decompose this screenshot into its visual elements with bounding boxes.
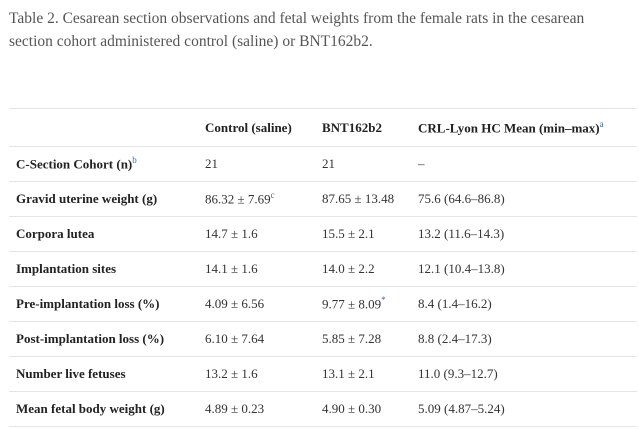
footnote-mark: * (381, 295, 386, 306)
cell: Pre-implantation loss (%) (9, 286, 198, 322)
cell: 21 (198, 146, 315, 182)
caption-label: Table 2. (9, 10, 59, 27)
cell-text: 13.2 ± 1.6 (205, 366, 258, 381)
cell-text: 21 (322, 156, 335, 171)
cell: 86.32 ± 7.69c (198, 181, 315, 217)
cell: Gravid uterine weight (g) (9, 181, 198, 217)
cell-text: 87.65 ± 13.48 (322, 191, 395, 206)
cell: Number live fetuses (9, 356, 198, 392)
cell-text: 6.10 ± 7.64 (205, 331, 265, 346)
cell: 6.10 ± 7.64 (198, 321, 315, 357)
table-row: Gravid uterine weight (g) 86.32 ± 7.69c 87… (9, 181, 637, 217)
cell: 5.85 ± 7.28 (315, 321, 411, 357)
table-row: Corpora lutea 14.7 ± 1.6 15.5 ± 2.1 13.2 (1… (9, 216, 637, 252)
cell: 14.7 ± 1.6 (198, 216, 315, 252)
footnote-mark: a (599, 118, 604, 129)
cell-text: 86.32 ± 7.69 (205, 191, 271, 207)
table-row: Post-implantation loss (%) 6.10 ± 7.64 5.8… (9, 321, 637, 357)
cell: 4.90 ± 0.30 (315, 391, 411, 427)
cell-text: 75.6 (64.6–86.8) (418, 191, 505, 206)
cell: 21 (315, 146, 411, 182)
table-row: Number live fetuses 13.2 ± 1.6 13.1 ± 2.1 1… (9, 356, 637, 392)
cell-text: 14.7 ± 1.6 (205, 226, 258, 241)
table-row: C-Section Cohort (n)b 21 21 – (9, 146, 637, 182)
cell: 13.1 ± 2.1 (315, 356, 411, 392)
cell: 13.2 ± 1.6 (198, 356, 315, 392)
cell-text: 8.4 (1.4–16.2) (418, 296, 492, 311)
cell: 4.89 ± 0.23 (198, 391, 315, 427)
cell: 75.6 (64.6–86.8) (411, 181, 637, 217)
cell-text: Number live fetuses (16, 366, 126, 381)
cell: C-Section Cohort (n)b (9, 146, 198, 182)
table-row: Implantation sites 14.1 ± 1.6 14.0 ± 2.2 12… (9, 251, 637, 287)
cell-text: 11.0 (9.3–12.7) (418, 366, 498, 381)
cell: 15.5 ± 2.1 (315, 216, 411, 252)
table-row: Mean fetal body weight (g) 4.89 ± 0.23 4.9… (9, 391, 637, 427)
cell-text: 21 (205, 156, 218, 171)
cell: BNT162b2 (315, 108, 411, 147)
cell-text: 14.1 ± 1.6 (205, 261, 258, 276)
cell: Mean fetal body weight (g) (9, 391, 198, 427)
cell-text: Post-implantation loss (%) (16, 331, 165, 346)
cell-text: 9.77 ± 8.09 (322, 296, 382, 312)
cell: 12.1 (10.4–13.8) (411, 251, 637, 287)
cell: 14.1 ± 1.6 (198, 251, 315, 287)
cell: CRL-Lyon HC Mean (min–max)a (411, 108, 637, 147)
cell-text: 4.09 ± 6.56 (205, 296, 265, 311)
footnote-mark: b (132, 155, 137, 166)
table: Control (saline) BNT162b2 CRL-Lyon HC Mean… (9, 108, 637, 427)
cell-text: 4.89 ± 0.23 (205, 401, 265, 416)
header-row: Control (saline) BNT162b2 CRL-Lyon HC Mean… (9, 108, 637, 147)
cell-text: 13.1 ± 2.1 (322, 366, 375, 381)
cell: 11.0 (9.3–12.7) (411, 356, 637, 392)
cell-text: Implantation sites (16, 261, 117, 276)
cell: Corpora lutea (9, 216, 198, 252)
cell (9, 108, 198, 147)
cell: 14.0 ± 2.2 (315, 251, 411, 287)
cell-text: CRL-Lyon HC Mean (min–max) (418, 120, 600, 136)
cell-text: Control (saline) (205, 119, 292, 135)
cell: 13.2 (11.6–14.3) (411, 216, 637, 252)
cell-text: Gravid uterine weight (g) (16, 191, 158, 206)
cell-text: 5.85 ± 7.28 (322, 331, 382, 346)
cell-text: BNT162b2 (322, 119, 382, 135)
cell-text: 8.8 (2.4–17.3) (418, 331, 492, 346)
cell: – (411, 146, 637, 182)
cell-text: 5.09 (4.87–5.24) (418, 401, 505, 416)
cell: 4.09 ± 6.56 (198, 286, 315, 322)
cell-text: C-Section Cohort (n) (16, 156, 133, 172)
cell-text: 14.0 ± 2.2 (322, 261, 375, 276)
cell: 87.65 ± 13.48 (315, 181, 411, 217)
cell-text: Pre-implantation loss (%) (16, 296, 160, 311)
cell-text: 13.2 (11.6–14.3) (418, 226, 505, 241)
cell-text: 12.1 (10.4–13.8) (418, 261, 505, 276)
caption-text: Cesarean section observations and fetal … (9, 10, 585, 50)
cell: Control (saline) (198, 108, 315, 147)
table-row: Pre-implantation loss (%) 4.09 ± 6.56 9.77… (9, 286, 637, 322)
cell: Implantation sites (9, 251, 198, 287)
cell-text: Mean fetal body weight (g) (16, 401, 165, 416)
cell-text: – (418, 156, 425, 171)
cell-text: Corpora lutea (16, 226, 95, 241)
cell-text: 4.90 ± 0.30 (322, 401, 382, 416)
caption: Table 2. Cesarean section observations a… (9, 7, 629, 53)
footnote-mark: c (270, 190, 275, 201)
cell: 8.8 (2.4–17.3) (411, 321, 637, 357)
cell-text: 15.5 ± 2.1 (322, 226, 375, 241)
cell: 9.77 ± 8.09* (315, 286, 411, 322)
cell: Post-implantation loss (%) (9, 321, 198, 357)
cell: 8.4 (1.4–16.2) (411, 286, 637, 322)
cell: 5.09 (4.87–5.24) (411, 391, 637, 427)
